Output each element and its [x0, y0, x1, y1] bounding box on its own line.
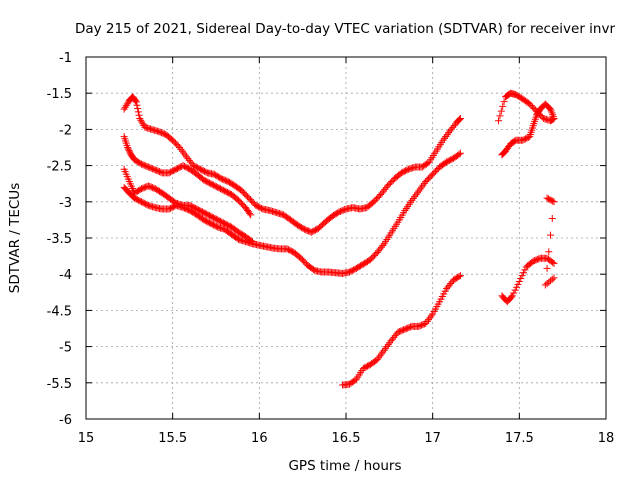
data-point — [455, 150, 463, 158]
series-track-b — [120, 133, 255, 219]
data-point — [247, 211, 255, 219]
data-point — [500, 98, 508, 106]
data-point — [507, 293, 515, 301]
data-point — [550, 198, 558, 206]
data-point — [456, 149, 464, 157]
data-point — [496, 112, 504, 120]
data-point — [521, 266, 529, 274]
x-tick-label: 15.5 — [158, 431, 187, 446]
data-point — [248, 238, 256, 246]
data-point — [455, 116, 463, 124]
data-point — [543, 264, 551, 272]
data-point — [497, 107, 505, 115]
data-point — [247, 237, 255, 245]
data-point — [499, 102, 507, 110]
series-track-h — [498, 254, 558, 306]
data-point — [547, 231, 555, 239]
y-tick-label: -1 — [59, 51, 72, 66]
data-point — [455, 273, 463, 281]
data-point — [548, 275, 556, 283]
y-tick-label: -3 — [59, 196, 72, 211]
series-track-g — [498, 100, 558, 159]
data-point — [548, 214, 556, 222]
series-track-i — [541, 194, 558, 289]
y-axis-label: SDTVAR / TECUs — [7, 183, 23, 293]
y-tick-label: -2.5 — [47, 160, 72, 175]
data-point — [125, 146, 133, 154]
y-tick-label: -4.5 — [47, 304, 72, 319]
chart-title: Day 215 of 2021, Sidereal Day-to-day VTE… — [75, 21, 615, 37]
y-tick-label: -4 — [59, 268, 72, 283]
y-tick-label: -5.5 — [47, 377, 72, 392]
y-tick-label: -5 — [59, 341, 72, 356]
data-point — [518, 272, 526, 280]
data-point — [549, 197, 557, 205]
data-point — [517, 275, 525, 283]
x-tick-label: 16.5 — [332, 431, 361, 446]
data-point — [495, 117, 503, 125]
data-point — [133, 101, 141, 109]
data-point — [545, 278, 553, 286]
data-point — [511, 286, 519, 294]
data-point — [541, 281, 549, 289]
y-tick-label: -1.5 — [47, 87, 72, 102]
data-points — [120, 89, 558, 389]
data-point — [514, 280, 522, 288]
grid — [86, 57, 606, 419]
data-point — [515, 277, 523, 285]
data-point — [549, 258, 557, 266]
data-point — [543, 280, 551, 288]
data-point — [134, 105, 142, 113]
data-point — [132, 98, 140, 106]
data-point — [246, 209, 254, 217]
data-point — [545, 248, 553, 256]
data-point — [132, 97, 140, 105]
data-point — [379, 242, 387, 250]
data-point — [510, 289, 518, 297]
data-point — [550, 115, 558, 123]
x-tick-label: 16 — [251, 431, 268, 446]
data-point — [547, 277, 555, 285]
data-point — [550, 259, 558, 267]
data-point — [134, 108, 142, 116]
series-track-e — [339, 272, 464, 389]
y-tick-label: -2 — [59, 123, 72, 138]
data-point — [550, 274, 558, 282]
series-track-d — [120, 165, 256, 246]
x-tick-label: 17.5 — [505, 431, 534, 446]
x-tick-label: 17 — [424, 431, 441, 446]
y-tick-label: -6 — [59, 413, 72, 428]
data-point — [124, 145, 132, 153]
y-tick-label: -3.5 — [47, 232, 72, 247]
data-point — [513, 283, 521, 291]
data-point — [135, 111, 143, 119]
axis-ticks: 15 15.5 16 16.5 17 17.5 18 -1 -1.5 -2 -2.5 -3 -3.5 -4… — [47, 51, 615, 446]
data-point — [508, 292, 516, 300]
x-tick-label: 18 — [598, 431, 615, 446]
data-point — [124, 144, 132, 151]
data-point — [456, 272, 464, 280]
data-point — [126, 148, 134, 156]
x-axis-label: GPS time / hours — [288, 458, 401, 474]
x-tick-label: 15 — [78, 431, 95, 446]
data-point — [545, 104, 553, 112]
series-track-a — [120, 93, 464, 236]
data-point — [456, 115, 464, 123]
data-point — [456, 115, 464, 123]
data-point — [519, 269, 527, 277]
